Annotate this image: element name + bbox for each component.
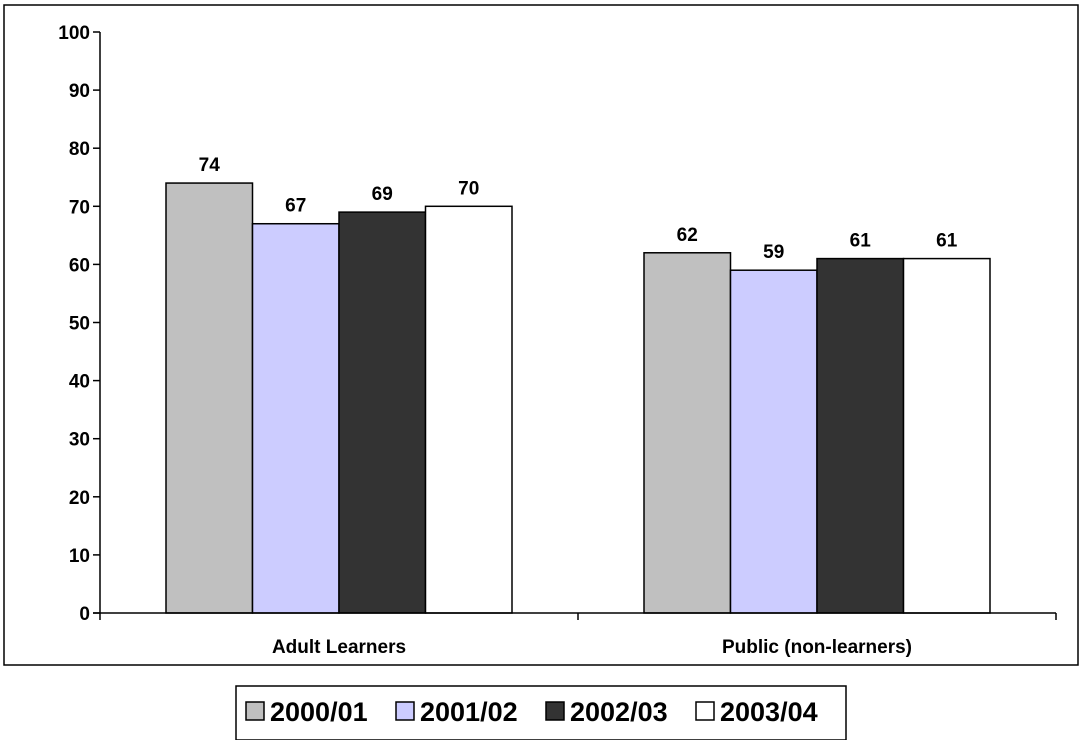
legend-swatch <box>245 701 265 721</box>
legend-label: 2000/01 <box>270 697 368 727</box>
x-category-label: Public (non-learners) <box>722 637 912 658</box>
legend-label: 2003/04 <box>720 697 818 727</box>
bar <box>902 257 991 614</box>
y-tick-label: 80 <box>69 139 90 160</box>
y-tick-label: 90 <box>69 81 90 102</box>
data-label: 61 <box>850 231 872 252</box>
bar <box>729 269 818 614</box>
y-tick-label: 10 <box>69 546 90 567</box>
bar <box>424 205 513 614</box>
data-label: 62 <box>677 225 698 246</box>
legend-label: 2001/02 <box>420 697 518 727</box>
legend-label: 2002/03 <box>570 697 668 727</box>
y-tick-label: 70 <box>69 197 90 218</box>
bar <box>816 257 905 614</box>
data-label: 61 <box>936 231 958 252</box>
data-label: 59 <box>763 242 784 263</box>
chart-area-border <box>3 4 1079 666</box>
x-category-label: Adult Learners <box>272 637 406 658</box>
y-tick-label: 60 <box>69 255 90 276</box>
legend-swatch <box>695 701 715 721</box>
bar <box>165 182 254 614</box>
y-tick-label: 50 <box>69 314 90 335</box>
y-tick-label: 30 <box>69 430 90 451</box>
y-tick-label: 0 <box>79 604 90 625</box>
y-tick-label: 100 <box>58 23 90 44</box>
y-tick-label: 20 <box>69 488 90 509</box>
y-tick-label: 40 <box>69 372 90 393</box>
data-label: 67 <box>285 196 306 217</box>
data-label: 70 <box>458 178 479 199</box>
data-label: 69 <box>372 184 393 205</box>
legend-swatch <box>395 701 415 721</box>
bar <box>643 252 732 614</box>
bar <box>251 222 340 614</box>
chart-border <box>3 4 1079 666</box>
legend-box <box>235 685 847 741</box>
bar <box>338 211 427 614</box>
data-label: 74 <box>199 155 221 176</box>
legend-swatch <box>545 701 565 721</box>
axes: 0 10 20 30 40 50 60 70 80 90 100 Adult Learners Publ… <box>58 23 1057 658</box>
legend: 2000/01 2001/02 2002/03 2003/04 <box>235 685 847 741</box>
bars: 74 67 69 70 62 59 61 61 <box>165 155 991 614</box>
